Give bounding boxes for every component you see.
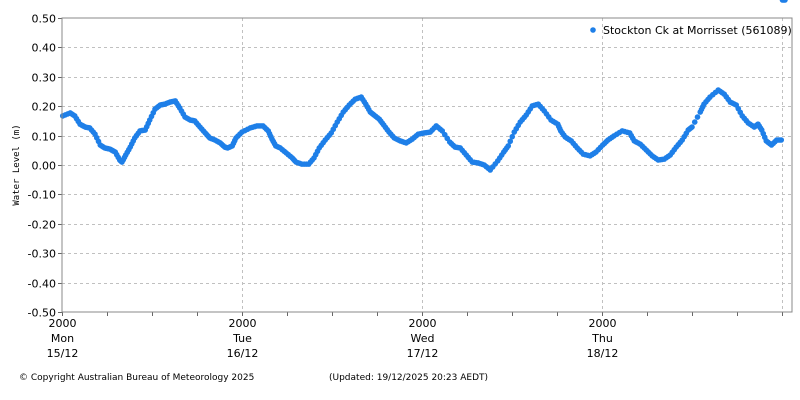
updated-timestamp: (Updated: 19/12/2025 20:23 AEDT) xyxy=(329,373,489,383)
x-tick-label: Wed xyxy=(411,332,435,345)
y-tick-label: -0.10 xyxy=(28,189,56,202)
data-series xyxy=(59,0,788,173)
x-tick-label: 2000 xyxy=(229,317,257,330)
x-tick-label: 16/12 xyxy=(227,347,259,360)
legend-marker-icon xyxy=(590,27,596,33)
x-tick-label: Tue xyxy=(232,332,252,345)
y-axis-label: Water Level (m) xyxy=(12,124,22,205)
data-point xyxy=(507,138,514,145)
legend: Stockton Ck at Morrisset (561089) xyxy=(590,24,792,37)
y-tick-label: -0.40 xyxy=(28,278,56,291)
data-point xyxy=(689,124,695,130)
x-tick-label: 2000 xyxy=(49,317,77,330)
legend-label: Stockton Ck at Morrisset (561089) xyxy=(603,24,792,37)
y-tick-label: 0.20 xyxy=(32,101,57,114)
data-point xyxy=(691,119,698,125)
x-tick-label: 15/12 xyxy=(47,347,79,360)
y-tick-label: 0.00 xyxy=(32,160,57,173)
y-tick-label: 0.30 xyxy=(32,72,57,85)
y-tick-label: 0.10 xyxy=(32,131,57,144)
x-tick-label: 18/12 xyxy=(587,347,619,360)
data-point xyxy=(778,137,785,143)
x-tick-label: Thu xyxy=(591,332,613,345)
y-tick-label: -0.30 xyxy=(28,248,56,261)
x-tick-label: 17/12 xyxy=(407,347,439,360)
grid-lines xyxy=(62,18,792,312)
copyright-text: © Copyright Australian Bureau of Meteoro… xyxy=(19,373,255,383)
x-axis: 2000 Mon 15/12 2000 Tue 16/12 2000 Wed 17/12 2000… xyxy=(47,312,783,360)
x-tick-label: Mon xyxy=(51,332,74,345)
plot-frame xyxy=(61,17,793,313)
y-axis: 0.50 0.40 0.30 0.20 0.10 0.00 -0.10 -0.20 -0.30 -… xyxy=(28,13,62,320)
y-tick-label: -0.50 xyxy=(28,307,56,320)
data-point xyxy=(509,133,516,140)
y-tick-label: -0.20 xyxy=(28,219,56,232)
y-tick-label: 0.50 xyxy=(32,13,57,26)
y-tick-label: 0.40 xyxy=(32,42,57,55)
data-point xyxy=(782,0,788,3)
data-point xyxy=(694,114,701,120)
data-point xyxy=(505,143,512,149)
x-tick-label: 2000 xyxy=(409,317,437,330)
x-tick-label: 2000 xyxy=(589,317,617,330)
